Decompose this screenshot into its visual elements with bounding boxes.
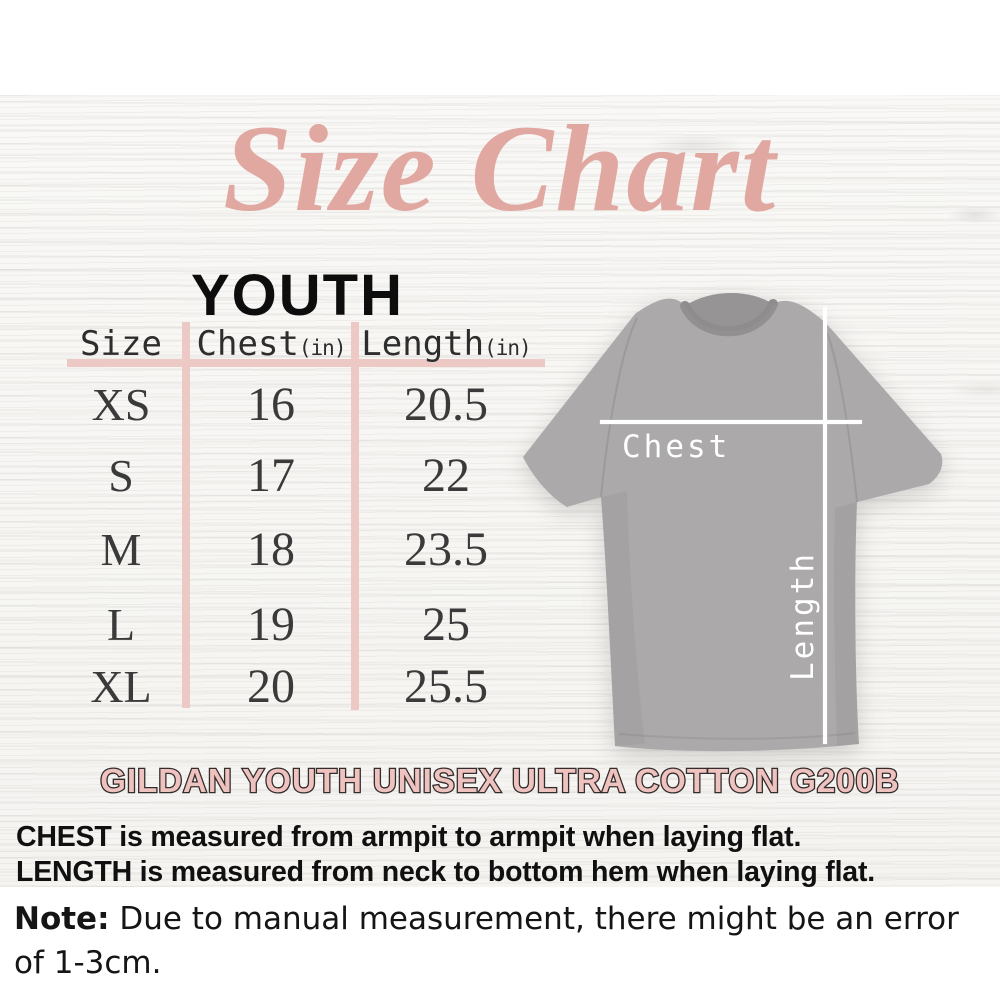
column-header-length: Length(in) [361, 324, 531, 366]
note-label: Note: [14, 901, 110, 937]
product-line-banner: GILDAN YOUTH UNISEX ULTRA COTTON G200B [99, 761, 900, 801]
table-header-rule [67, 359, 545, 367]
chest-value-xs: 16 [247, 378, 295, 431]
size-label-l: L [106, 599, 136, 650]
tshirt-photo [505, 276, 995, 754]
measurement-explanation: CHEST is measured from armpit to armpit … [16, 820, 991, 890]
page-title: Size Chart [222, 100, 778, 237]
column-header-label: Length [361, 324, 485, 364]
length-value-l: 25 [422, 598, 470, 651]
chest-value-m: 18 [247, 523, 295, 576]
length-measure-line [823, 307, 827, 744]
column-header-chest: Chest(in) [192, 324, 350, 366]
chest-measure-label: Chest [622, 429, 731, 465]
chest-value-l: 19 [247, 598, 295, 651]
size-label-xl: XL [90, 661, 152, 712]
size-label-xs: XS [91, 379, 151, 430]
column-header-size: Size [60, 324, 182, 366]
chest-value-s: 17 [247, 449, 295, 502]
length-value-m: 23.5 [404, 523, 488, 576]
tshirt-collar-inside [685, 292, 773, 329]
length-value-xl: 25.5 [404, 660, 488, 713]
table-column-divider [182, 322, 190, 708]
tshirt-graphic [523, 292, 943, 752]
size-label-m: M [100, 524, 142, 575]
note-text: Due to manual measurement, there might b… [14, 901, 959, 981]
length-measure-label: Length [785, 551, 821, 681]
column-header-unit: (in) [298, 336, 347, 360]
chest-explanation-line: CHEST is measured from armpit to armpit … [16, 821, 802, 853]
length-explanation-line: LENGTH is measured from neck to bottom h… [16, 856, 875, 888]
chest-value-xl: 20 [247, 660, 295, 713]
section-heading-youth: YOUTH [191, 263, 404, 328]
size-label-s: S [108, 450, 134, 501]
product-line-text: GILDAN YOUTH UNISEX ULTRA COTTON G200B [100, 762, 900, 799]
tshirt-heather-texture [523, 298, 943, 752]
disclaimer-note: Note: Due to manual measurement, there m… [14, 897, 964, 985]
column-header-label: Size [80, 324, 162, 364]
column-header-label: Chest [196, 324, 299, 364]
column-header-unit: (in) [484, 336, 532, 360]
table-column-divider [351, 322, 359, 710]
chest-measure-line [600, 420, 862, 424]
length-value-xs: 20.5 [404, 378, 488, 431]
length-value-s: 22 [422, 449, 470, 502]
